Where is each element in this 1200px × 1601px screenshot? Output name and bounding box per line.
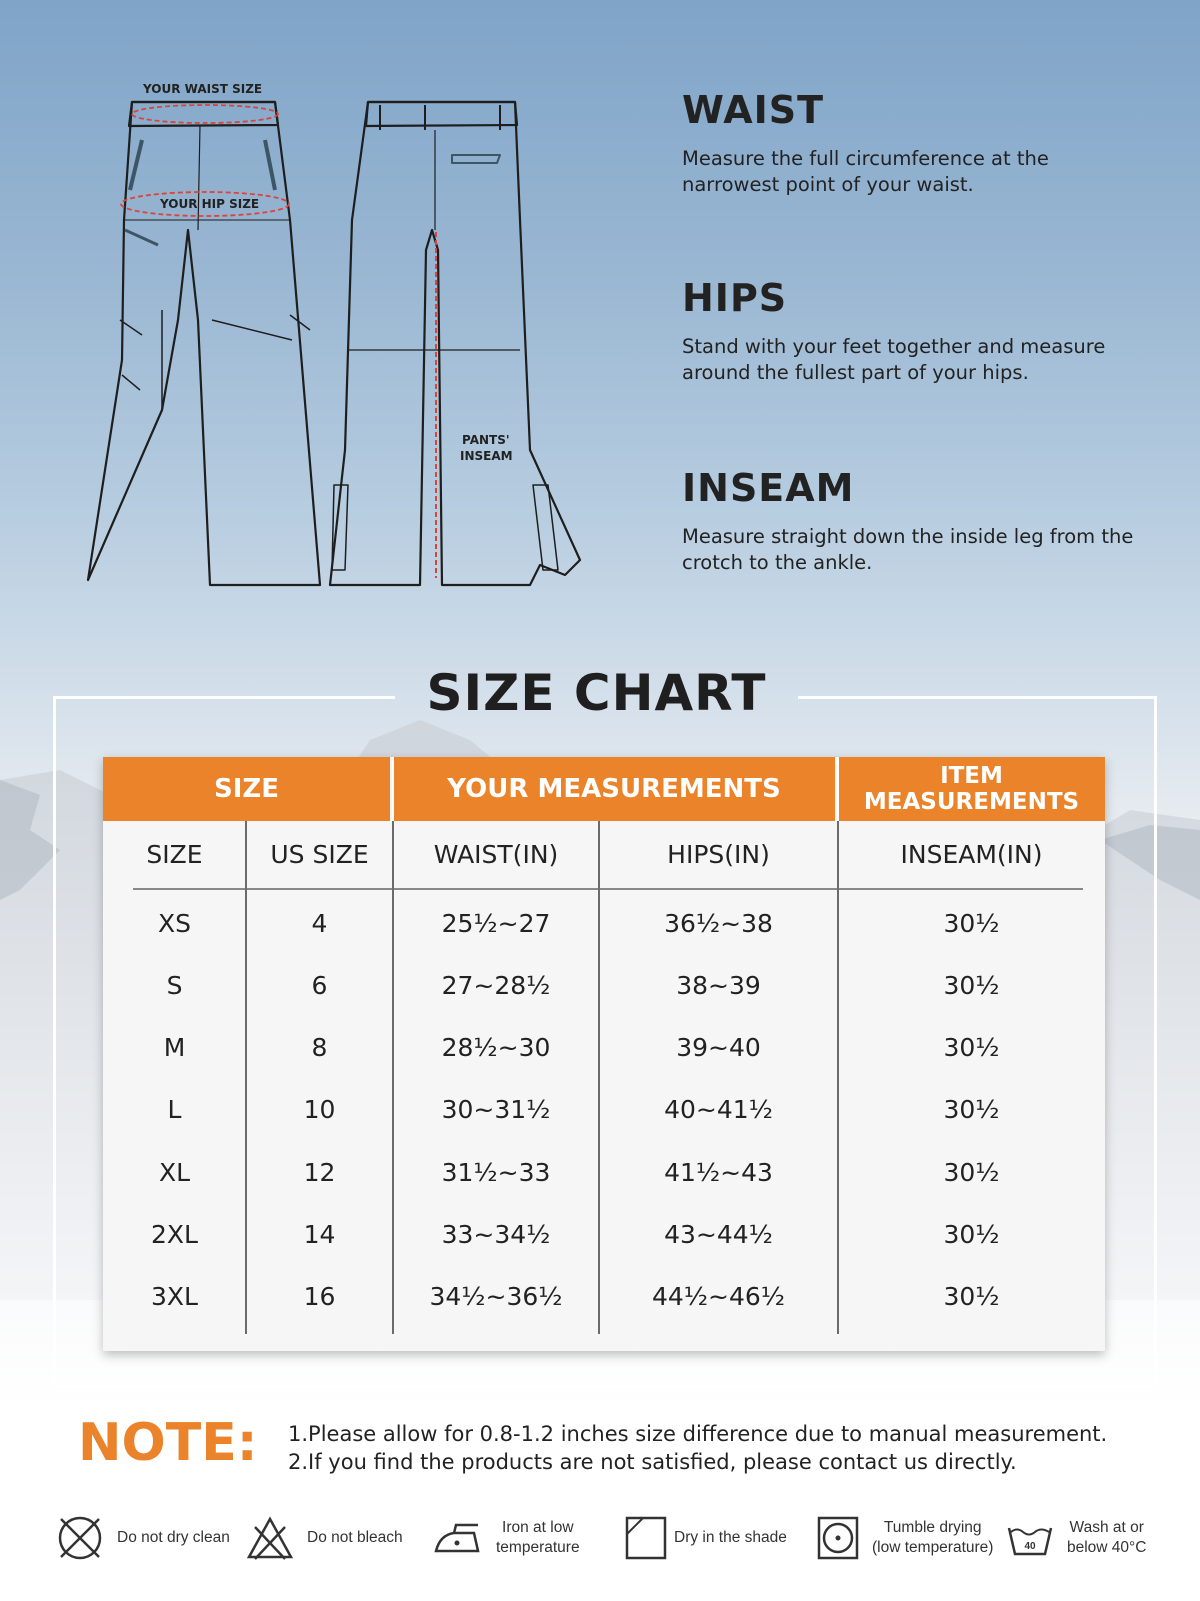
column-header: HIPS(IN) xyxy=(667,840,770,869)
hip-guide xyxy=(120,191,290,217)
care-dry-shade: Dry in the shade xyxy=(624,1508,787,1568)
column-separator xyxy=(245,821,247,1335)
table-cell: 25½~27 xyxy=(441,908,551,938)
table-cell: 36½~38 xyxy=(664,908,773,938)
note-line-1: 1.Please allow for 0.8-1.2 inches size d… xyxy=(288,1422,1108,1446)
table-cell: XL xyxy=(158,1157,191,1187)
waist-text: Measure the full circumference at the na… xyxy=(682,147,1049,196)
table-cell: 43~44½ xyxy=(664,1220,773,1249)
header-your-measurements: YOUR MEASUREMENTS xyxy=(393,757,835,821)
table-cell: 39~40 xyxy=(676,1033,761,1063)
back-waistband xyxy=(364,100,519,128)
column-separator xyxy=(598,821,600,1335)
table-cell: 30½ xyxy=(943,908,1000,938)
frame-top-right xyxy=(798,696,1157,699)
column-separator xyxy=(837,757,839,821)
front-waistband xyxy=(127,100,280,128)
no-bleach-icon xyxy=(246,1516,294,1560)
table-cell: M xyxy=(163,1033,186,1063)
inseam-instruction: INSEAM Measure straight down the inside … xyxy=(682,466,1152,576)
back-pants-outline xyxy=(328,100,582,587)
table-cell: S xyxy=(166,970,183,1000)
hips-text: Stand with your feet together and measur… xyxy=(682,335,1106,384)
header-divider xyxy=(133,888,1083,890)
table-cell: 4 xyxy=(311,908,328,938)
table-cell: 30½ xyxy=(943,1282,1000,1312)
column-separator xyxy=(392,821,394,1335)
table-cell: 6 xyxy=(311,970,328,1000)
table-cell: 30½ xyxy=(943,1095,1000,1125)
pants-measurement-diagram: YOUR WAIST SIZE YOUR HIP SIZE PANTS' INS… xyxy=(86,82,582,587)
table-cell: 3XL xyxy=(151,1282,198,1312)
note-text: 1.Please allow for 0.8-1.2 inches size d… xyxy=(288,1420,1107,1476)
table-cell: 34½~36½ xyxy=(429,1282,563,1312)
care-label: Dry in the shade xyxy=(674,1529,787,1546)
column-header: US SIZE xyxy=(270,840,369,869)
hips-instruction: HIPS Stand with your feet together and m… xyxy=(682,276,1152,386)
front-pants-outline xyxy=(86,100,322,587)
iron-low-icon xyxy=(434,1523,480,1553)
inseam-label-line2: INSEAM xyxy=(460,449,513,463)
table-cell: 16 xyxy=(303,1282,336,1312)
table-cell: 31½~33 xyxy=(441,1157,551,1187)
size-table: SIZE YOUR MEASUREMENTS ITEM MEASUREMENTS … xyxy=(103,757,1105,1351)
table-cell: 30½ xyxy=(943,1033,1000,1063)
wash-40-icon: 40 xyxy=(1007,1527,1053,1556)
table-cell: 14 xyxy=(303,1220,336,1249)
table-cell: 44½~46½ xyxy=(651,1282,786,1312)
svg-text:40: 40 xyxy=(1024,1541,1036,1552)
table-cell: 38~39 xyxy=(676,970,761,1000)
table-cell: 27~28½ xyxy=(441,970,551,1000)
note-label: NOTE: xyxy=(78,1413,258,1473)
table-cell: 40~41½ xyxy=(664,1095,773,1125)
inseam-text: Measure straight down the inside leg fro… xyxy=(682,525,1134,574)
table-cell: 33~34½ xyxy=(441,1220,551,1249)
no-dry-clean-icon xyxy=(58,1516,102,1560)
care-label: Do not dry clean xyxy=(117,1529,230,1546)
table-cell: 30~31½ xyxy=(441,1095,551,1125)
inseam-heading: INSEAM xyxy=(682,466,855,510)
frame-top-left xyxy=(53,696,395,699)
care-label: Iron at low temperature xyxy=(496,1519,580,1556)
care-label: Tumble drying (low temperature) xyxy=(872,1519,994,1556)
care-label: Wash at or below 40°C xyxy=(1067,1519,1147,1556)
waist-size-label: YOUR WAIST SIZE xyxy=(142,82,262,96)
care-no-dry-clean: Do not dry clean xyxy=(55,1508,230,1568)
table-cell: 28½~30 xyxy=(441,1033,551,1063)
table-cell: 2XL xyxy=(151,1220,198,1249)
table-cell: 12 xyxy=(303,1157,336,1187)
table-cell: 41½~43 xyxy=(664,1157,773,1187)
column-separator xyxy=(392,757,394,821)
care-label: Do not bleach xyxy=(307,1529,403,1546)
inseam-label-line1: PANTS' xyxy=(462,433,510,447)
waist-guide xyxy=(131,104,279,124)
header-item-measurements: ITEM MEASUREMENTS xyxy=(838,757,1105,821)
tumble-dry-low-icon xyxy=(817,1516,859,1560)
column-separator xyxy=(837,821,839,1335)
size-chart-title: SIZE CHART xyxy=(426,664,767,722)
table-cell: XS xyxy=(158,908,191,938)
waist-heading: WAIST xyxy=(682,88,825,132)
column-header: INSEAM(IN) xyxy=(900,840,1043,869)
size-chart-frame xyxy=(53,696,1157,1388)
table-cell: 8 xyxy=(311,1033,328,1063)
column-header: WAIST(IN) xyxy=(433,840,559,869)
dry-shade-icon xyxy=(625,1516,667,1560)
care-tumble-dry-low: Tumble drying (low temperature) xyxy=(816,1508,993,1568)
table-cell: 30½ xyxy=(943,1220,1000,1249)
table-cell: 30½ xyxy=(943,1157,1000,1187)
table-cell: 30½ xyxy=(943,970,1000,1000)
header-size: SIZE xyxy=(103,757,390,821)
care-wash-40: 40 Wash at or below 40°C xyxy=(1005,1508,1146,1568)
table-cell: L xyxy=(167,1095,182,1125)
table-cell: 10 xyxy=(303,1095,336,1125)
care-no-bleach: Do not bleach xyxy=(245,1508,403,1568)
hip-size-label: YOUR HIP SIZE xyxy=(159,197,259,211)
care-iron-low: Iron at low temperature xyxy=(430,1508,580,1568)
column-header: SIZE xyxy=(146,840,203,869)
hips-heading: HIPS xyxy=(682,276,788,320)
note-line-2: 2.If you find the products are not satis… xyxy=(288,1450,1017,1474)
waist-instruction: WAIST Measure the full circumference at … xyxy=(682,88,1152,198)
